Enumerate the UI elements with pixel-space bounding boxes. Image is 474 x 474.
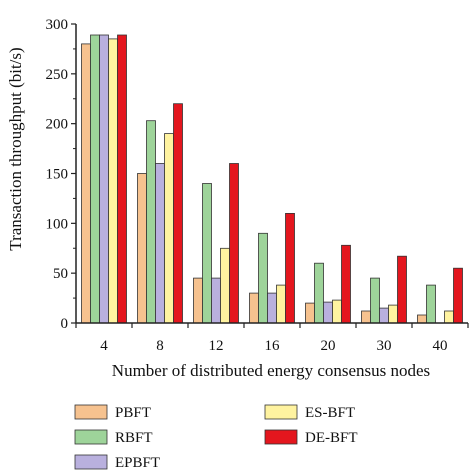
bar-rbft-4 [90,34,100,324]
legend-label-pbft: PBFT [115,405,151,421]
y-tick-label-150: 150 [46,167,69,183]
x-tick-label-40: 40 [433,338,448,354]
bar-epbft-16 [267,292,277,324]
legend-label-rbft: RBFT [115,430,153,446]
legend-label-es-bft: ES-BFT [305,405,355,421]
y-tick-label-100: 100 [46,216,69,232]
bar-rbft-20 [314,262,324,324]
bar-de-bft-30 [397,255,407,324]
bar-es-bft-20 [332,299,342,324]
bars-layer [81,34,463,324]
bar-es-bft-30 [388,304,398,324]
legend-swatch-epbft [74,454,108,470]
legend-label-epbft: EPBFT [115,455,160,471]
bar-es-bft-4 [108,38,118,324]
bar-pbft-16 [249,292,259,324]
legend-swatch-de-bft [264,429,298,445]
bar-rbft-8 [146,120,156,324]
x-tick-label-20: 20 [321,338,336,354]
bar-epbft-4 [99,34,109,324]
x-tick-label-30: 30 [377,338,392,354]
y-tick-label-250: 250 [46,67,69,83]
legend-swatch-es-bft [264,404,298,420]
bar-de-bft-4 [117,34,127,324]
bar-es-bft-12 [220,247,230,324]
x-tick-label-12: 12 [209,338,224,354]
axes-layer: 0 50 100 150 200 250 300 4 8 12 16 20 30 40 [46,17,469,354]
bar-pbft-20 [305,302,315,324]
bar-de-bft-12 [229,163,239,324]
bar-epbft-30 [379,307,389,324]
bar-epbft-12 [211,277,221,324]
bar-epbft-8 [155,163,165,324]
bar-epbft-20 [323,301,333,324]
bar-es-bft-16 [276,284,286,324]
y-tick-label-0: 0 [61,316,69,332]
bar-de-bft-16 [285,212,295,324]
bar-de-bft-8 [173,103,183,324]
bar-de-bft-40 [453,267,463,324]
legend-swatch-pbft [74,404,108,420]
legend: PBFT RBFT EPBFT ES-BFT DE-BFT [74,404,358,471]
bar-de-bft-20 [341,244,351,324]
x-tick-label-4: 4 [100,338,108,354]
bar-pbft-8 [137,173,147,324]
legend-label-de-bft: DE-BFT [305,430,358,446]
bar-rbft-30 [370,277,380,324]
bar-rbft-12 [202,183,212,324]
bar-rbft-16 [258,232,268,324]
y-tick-label-200: 200 [46,117,69,133]
y-tick-label-300: 300 [46,17,69,33]
legend-swatch-rbft [74,429,108,445]
bar-es-bft-40 [444,310,454,324]
bar-rbft-40 [426,284,436,324]
y-tick-label-50: 50 [53,266,68,282]
bar-pbft-12 [193,277,203,324]
y-axis-label: Transaction throughput (bit/s) [6,47,25,250]
x-tick-label-8: 8 [156,338,164,354]
bar-pbft-30 [361,310,371,324]
x-tick-label-16: 16 [265,338,281,354]
bar-pbft-4 [81,43,91,324]
bar-pbft-40 [417,314,427,324]
bar-es-bft-8 [164,133,174,324]
x-axis-label: Number of distributed energy consensus n… [112,361,430,380]
